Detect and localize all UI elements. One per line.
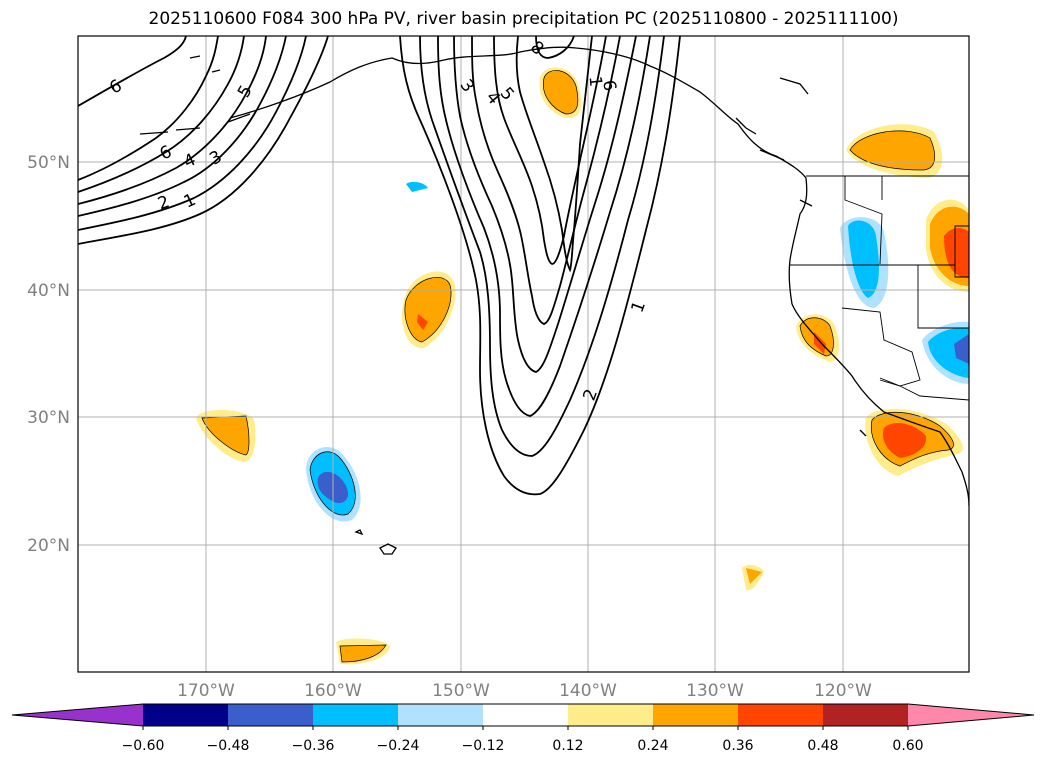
colorbar-tick-label: 0.36 bbox=[722, 738, 753, 754]
colorbar-tick-label: −0.12 bbox=[462, 738, 505, 754]
colorbar-tick-label: 0.24 bbox=[637, 738, 668, 754]
precip-blob-gulf-alaska bbox=[539, 67, 582, 118]
colorbar: −0.60 −0.48 −0.36 −0.24 −0.12 0.12 0.24 0.36 0.4… bbox=[11, 703, 1035, 754]
precip-blob-canada bbox=[846, 124, 943, 178]
colorbar-extension-low bbox=[12, 704, 143, 726]
gridlines bbox=[78, 36, 969, 672]
colorbar-segment bbox=[398, 704, 483, 726]
lon-label-160w: 160°W bbox=[304, 681, 362, 701]
colorbar-tick-label: 0.60 bbox=[892, 738, 923, 754]
map-frame bbox=[77, 35, 970, 673]
lat-label-40n: 40°N bbox=[27, 281, 70, 301]
colorbar-segment bbox=[483, 704, 568, 726]
precip-blob-w-pacific bbox=[196, 409, 256, 462]
lat-label-50n: 50°N bbox=[27, 153, 70, 173]
colorbar-segment bbox=[143, 704, 228, 726]
precip-blob-southwest-neg bbox=[922, 321, 969, 384]
colorbar-tick-label: −0.60 bbox=[122, 738, 165, 754]
lat-label-20n: 20°N bbox=[27, 536, 70, 556]
latitude-labels: 50°N 40°N 30°N 20°N bbox=[27, 153, 70, 556]
pv-label: 1 bbox=[585, 75, 606, 88]
colorbar-tick-label: 0.12 bbox=[552, 738, 583, 754]
pv-label: 6 bbox=[598, 79, 620, 93]
precip-blob-pnw-neg bbox=[840, 217, 889, 308]
lon-label-120w: 120°W bbox=[814, 681, 872, 701]
lat-label-30n: 30°N bbox=[27, 408, 70, 428]
colorbar-segment bbox=[228, 704, 313, 726]
political-borders bbox=[790, 175, 969, 401]
colorbar-segment bbox=[738, 704, 823, 726]
coastlines bbox=[139, 46, 969, 555]
colorbar-segment bbox=[653, 704, 738, 726]
colorbar-extension-high bbox=[908, 704, 1034, 726]
precip-blob-small-neg bbox=[406, 181, 428, 192]
lon-label-150w: 150°W bbox=[432, 681, 490, 701]
lon-label-140w: 140°W bbox=[559, 681, 617, 701]
lon-label-170w: 170°W bbox=[177, 681, 235, 701]
longitude-labels: 170°W 160°W 150°W 140°W 130°W 120°W bbox=[177, 681, 872, 701]
lon-label-130w: 130°W bbox=[686, 681, 744, 701]
pv-contours bbox=[78, 36, 681, 496]
precip-outlines bbox=[201, 70, 954, 663]
colorbar-tick-label: −0.24 bbox=[377, 738, 420, 754]
colorbar-segment bbox=[823, 704, 908, 726]
map-title: 2025110600 F084 300 hPa PV, river basin … bbox=[148, 9, 899, 29]
colorbar-segment bbox=[313, 704, 398, 726]
colorbar-tick-label: −0.36 bbox=[292, 738, 335, 754]
colorbar-tick-label: 0.48 bbox=[807, 738, 838, 754]
colorbar-segment bbox=[568, 704, 653, 726]
precip-blob-baja bbox=[865, 408, 963, 476]
colorbar-tick-label: −0.48 bbox=[207, 738, 250, 754]
